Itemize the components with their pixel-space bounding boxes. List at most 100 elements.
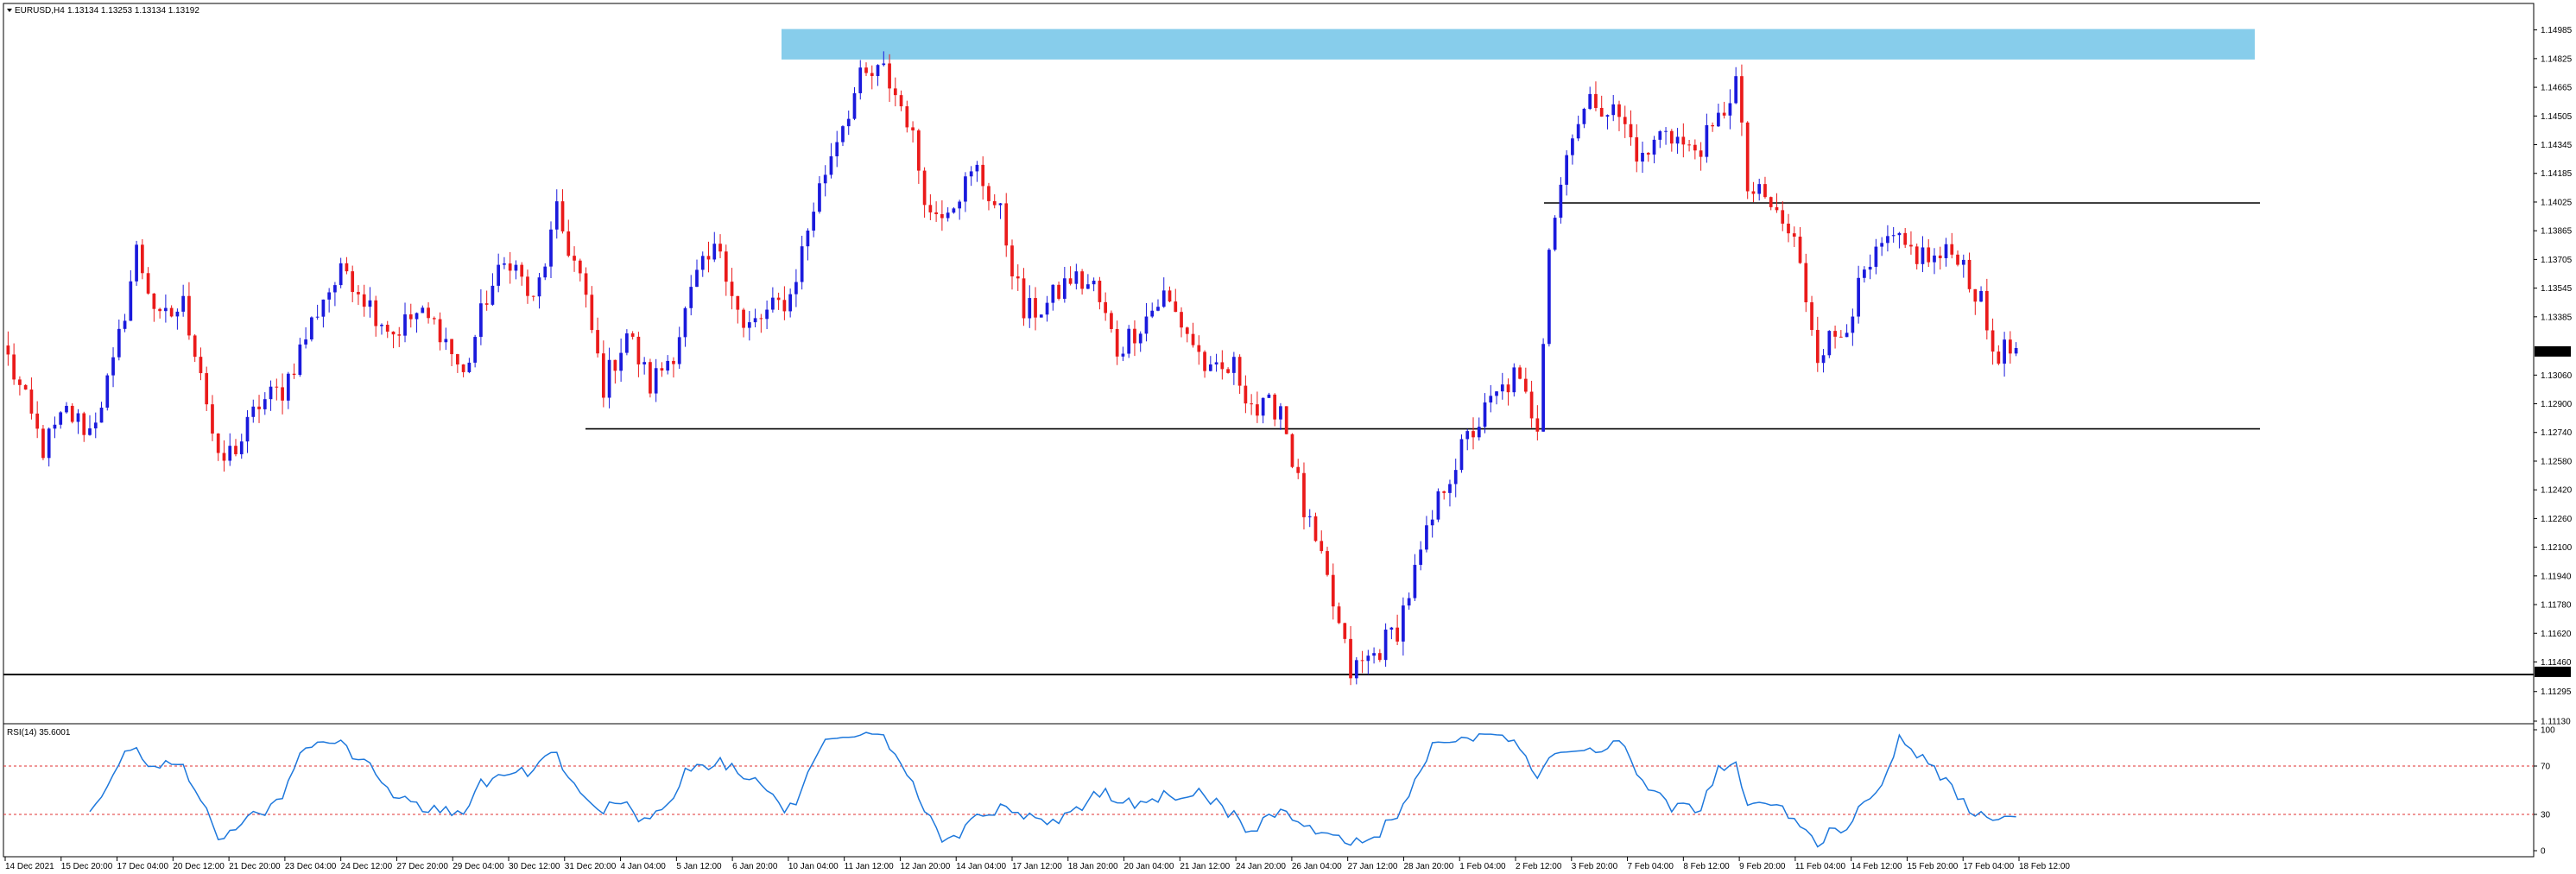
candle-bullish[interactable] [321, 299, 326, 317]
candle-bearish[interactable] [706, 256, 711, 260]
candle-bullish[interactable] [503, 263, 506, 265]
candle-bullish[interactable] [1121, 353, 1125, 357]
candle-bearish[interactable] [1191, 333, 1195, 345]
candle-bullish[interactable] [1436, 491, 1440, 520]
candle-bullish[interactable] [1728, 103, 1732, 116]
candle-bullish[interactable] [946, 212, 950, 218]
candle-bullish[interactable] [1944, 244, 1948, 258]
candle-bearish[interactable] [531, 295, 535, 297]
candle-bullish[interactable] [175, 311, 180, 317]
candle-bullish[interactable] [1641, 152, 1644, 162]
candle-bearish[interactable] [140, 244, 144, 274]
candle-bullish[interactable] [1611, 104, 1616, 116]
candle-bearish[interactable] [1296, 466, 1301, 473]
candle-bullish[interactable] [619, 352, 623, 371]
candle-bearish[interactable] [1057, 284, 1060, 299]
candle-bearish[interactable] [560, 201, 565, 231]
candle-bearish[interactable] [391, 331, 396, 335]
candle-bearish[interactable] [1798, 236, 1802, 263]
candle-bullish[interactable] [415, 313, 419, 320]
candle-bullish[interactable] [1051, 284, 1055, 303]
candle-bearish[interactable] [613, 359, 617, 371]
candle-bullish[interactable] [1477, 427, 1481, 438]
candle-bullish[interactable] [642, 362, 647, 364]
candle-bearish[interactable] [1903, 232, 1908, 245]
candle-bearish[interactable] [573, 256, 576, 261]
candle-bullish[interactable] [1547, 250, 1551, 345]
candle-bullish[interactable] [514, 264, 518, 271]
candle-bullish[interactable] [1571, 138, 1574, 155]
candle-bearish[interactable] [601, 353, 605, 398]
candle-bearish[interactable] [1022, 278, 1026, 319]
candle-bullish[interactable] [1092, 281, 1096, 285]
candle-bullish[interactable] [625, 333, 629, 353]
candle-bearish[interactable] [922, 170, 927, 206]
candle-bearish[interactable] [1792, 233, 1796, 237]
candle-bullish[interactable] [1425, 525, 1428, 550]
candle-bullish[interactable] [1144, 316, 1149, 334]
candle-bearish[interactable] [1751, 191, 1756, 194]
candle-bearish[interactable] [455, 354, 459, 365]
candle-bearish[interactable] [724, 251, 728, 282]
candle-bearish[interactable] [1180, 312, 1183, 328]
candle-bullish[interactable] [1028, 298, 1032, 319]
candle-bullish[interactable] [53, 424, 57, 429]
candle-bearish[interactable] [1711, 124, 1714, 127]
candle-bearish[interactable] [1343, 623, 1347, 639]
candle-bearish[interactable] [408, 314, 413, 320]
candle-bearish[interactable] [934, 212, 938, 214]
candle-bearish[interactable] [2009, 339, 2012, 354]
candle-bearish[interactable] [1244, 385, 1248, 404]
candle-bearish[interactable] [234, 446, 237, 454]
candle-bullish[interactable] [1897, 232, 1902, 236]
candle-bullish[interactable] [1307, 516, 1312, 517]
candle-bullish[interactable] [1658, 130, 1662, 140]
candle-bullish[interactable] [1261, 397, 1265, 416]
candle-bearish[interactable] [1769, 197, 1773, 207]
candle-bullish[interactable] [1389, 627, 1394, 630]
candle-bearish[interactable] [427, 307, 430, 319]
candle-bullish[interactable] [1208, 364, 1212, 371]
candle-bullish[interactable] [1045, 302, 1049, 315]
candle-bearish[interactable] [1349, 638, 1352, 679]
candle-bullish[interactable] [1161, 290, 1166, 307]
candle-bullish[interactable] [269, 386, 273, 400]
candle-bearish[interactable] [1997, 352, 2001, 364]
candle-bearish[interactable] [630, 333, 635, 337]
candle-bearish[interactable] [1337, 606, 1341, 624]
candle-bullish[interactable] [998, 203, 1003, 206]
candle-bullish[interactable] [1664, 130, 1668, 132]
candle-bullish[interactable] [239, 441, 244, 454]
candle-bearish[interactable] [6, 345, 10, 355]
candle-bullish[interactable] [479, 303, 483, 338]
candle-bearish[interactable] [1133, 328, 1136, 344]
candle-bearish[interactable] [1331, 574, 1335, 607]
candle-bearish[interactable] [864, 67, 868, 73]
candle-bullish[interactable] [607, 359, 611, 398]
candle-bearish[interactable] [292, 373, 296, 376]
price-panel[interactable] [3, 3, 2535, 726]
candle-bullish[interactable] [806, 231, 810, 247]
candle-bullish[interactable] [818, 183, 821, 212]
candle-bearish[interactable] [899, 95, 903, 107]
candle-bearish[interactable] [1115, 328, 1119, 357]
candle-bullish[interactable] [1383, 629, 1388, 661]
candle-bullish[interactable] [1559, 184, 1563, 218]
candle-bullish[interactable] [298, 344, 302, 376]
candle-bearish[interactable] [357, 292, 360, 294]
candle-bullish[interactable] [1231, 357, 1236, 373]
candle-bearish[interactable] [1967, 259, 1972, 289]
candle-bullish[interactable] [47, 428, 51, 459]
candle-bullish[interactable] [835, 142, 839, 156]
candle-bearish[interactable] [1313, 516, 1318, 542]
candle-bullish[interactable] [1127, 328, 1131, 354]
candle-bearish[interactable] [374, 300, 378, 326]
candle-bullish[interactable] [1062, 278, 1066, 299]
candle-bullish[interactable] [1214, 362, 1218, 364]
candle-bullish[interactable] [497, 264, 501, 286]
candle-bearish[interactable] [981, 164, 985, 187]
candle-bullish[interactable] [1675, 136, 1680, 144]
candle-bearish[interactable] [1745, 122, 1750, 192]
candle-bullish[interactable] [1541, 344, 1545, 432]
candle-bullish[interactable] [123, 320, 127, 329]
